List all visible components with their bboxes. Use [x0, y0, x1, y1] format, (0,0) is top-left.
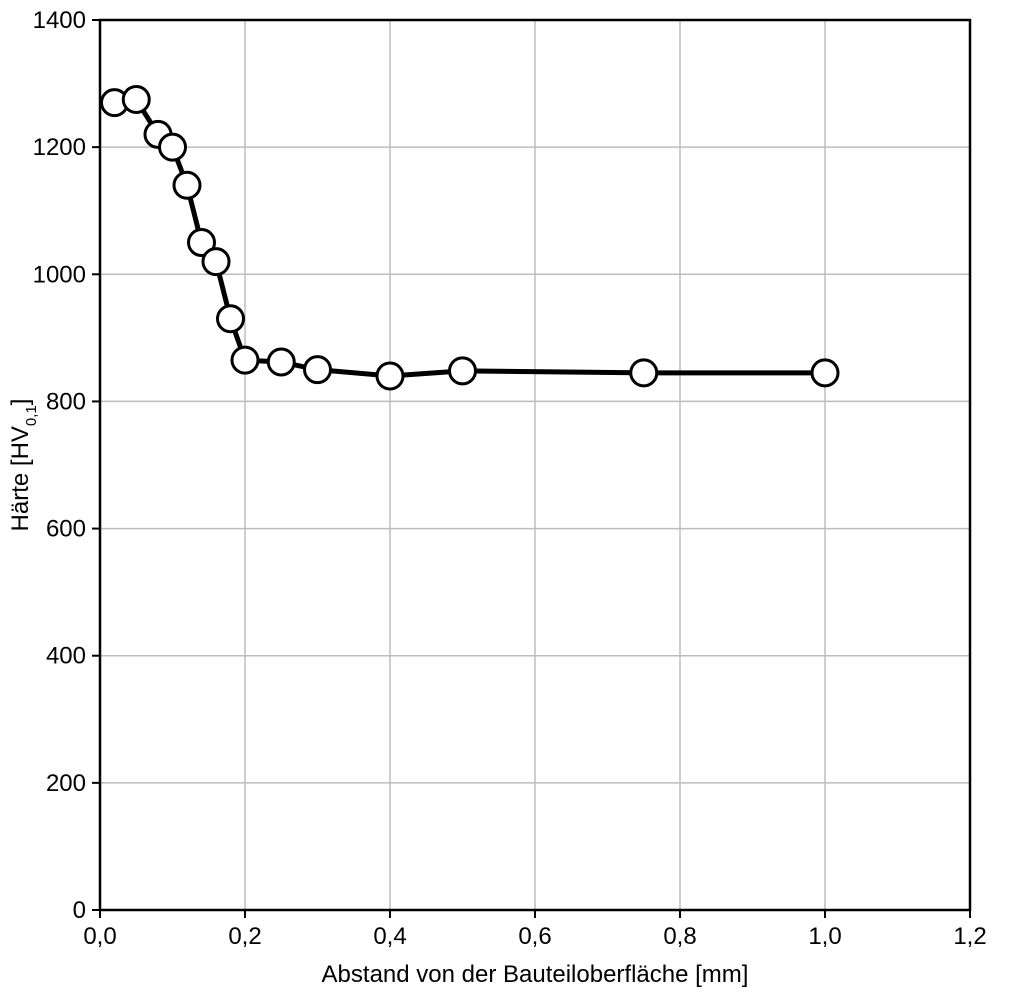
x-tick-label: 0,6	[518, 923, 551, 950]
y-tick-label: 1000	[33, 261, 86, 288]
y-tick-label: 800	[46, 388, 86, 415]
data-marker	[203, 249, 229, 275]
y-tick-label: 0	[73, 897, 86, 924]
x-axis-label: Abstand von der Bauteiloberfläche [mm]	[322, 961, 749, 988]
x-tick-label: 1,2	[953, 923, 986, 950]
data-marker	[174, 172, 200, 198]
y-tick-label: 1200	[33, 134, 86, 161]
y-tick-label: 400	[46, 643, 86, 670]
data-marker	[268, 349, 294, 375]
hardness-depth-chart: 0,0 0,2 0,4 0,6 0,8 1,0 1,2 0 200 400 600 800 1000 12…	[0, 0, 1024, 999]
data-marker	[160, 134, 186, 160]
data-marker	[377, 363, 403, 389]
data-marker	[450, 358, 476, 384]
data-marker	[631, 360, 657, 386]
data-marker	[123, 86, 149, 112]
data-marker	[232, 347, 258, 373]
chart-svg: 0,0 0,2 0,4 0,6 0,8 1,0 1,2 0 200 400 600 800 1000 12…	[0, 0, 1024, 999]
data-marker	[218, 306, 244, 332]
x-tick-label: 0,2	[228, 923, 261, 950]
x-tick-label: 0,0	[83, 923, 116, 950]
data-marker	[812, 360, 838, 386]
x-tick-label: 0,8	[663, 923, 696, 950]
y-tick-label: 600	[46, 516, 86, 543]
y-tick-label: 200	[46, 770, 86, 797]
x-tick-label: 0,4	[373, 923, 406, 950]
data-marker	[305, 357, 331, 383]
y-tick-label: 1400	[33, 7, 86, 34]
x-tick-label: 1,0	[808, 923, 841, 950]
